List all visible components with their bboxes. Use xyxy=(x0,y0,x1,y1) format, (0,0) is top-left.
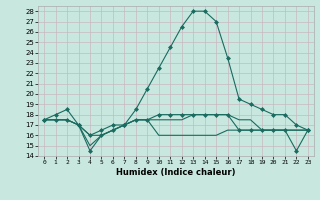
X-axis label: Humidex (Indice chaleur): Humidex (Indice chaleur) xyxy=(116,168,236,177)
